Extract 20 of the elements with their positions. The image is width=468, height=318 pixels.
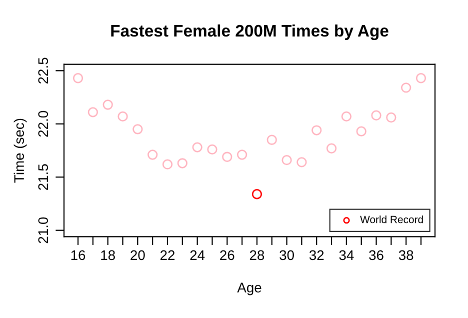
x-tick-label: 36 bbox=[369, 250, 384, 260]
y-tick-label: 22.5 bbox=[38, 58, 48, 84]
x-tick-label: 18 bbox=[101, 250, 115, 260]
x-tick-label: 20 bbox=[130, 250, 145, 260]
x-tick-label: 32 bbox=[309, 250, 324, 260]
x-tick-label: 38 bbox=[398, 250, 414, 260]
y-tick-label: 21.0 bbox=[38, 217, 48, 244]
x-axis-title: Age bbox=[237, 282, 262, 296]
y-tick-label: 21.5 bbox=[38, 164, 48, 190]
x-tick-label: 30 bbox=[280, 250, 294, 260]
y-tick-label: 22.0 bbox=[38, 110, 48, 137]
x-tick-label: 24 bbox=[190, 250, 205, 260]
x-tick-label: 26 bbox=[220, 250, 234, 260]
x-tick-label: 28 bbox=[250, 250, 264, 260]
y-axis-title: Time (sec) bbox=[14, 118, 27, 183]
chart-title: Fastest Female 200M Times by Age bbox=[111, 24, 388, 40]
x-tick-label: 34 bbox=[339, 250, 354, 260]
x-tick-label: 22 bbox=[160, 250, 175, 260]
legend-label: World Record bbox=[360, 216, 423, 224]
x-tick-label: 16 bbox=[71, 250, 86, 260]
